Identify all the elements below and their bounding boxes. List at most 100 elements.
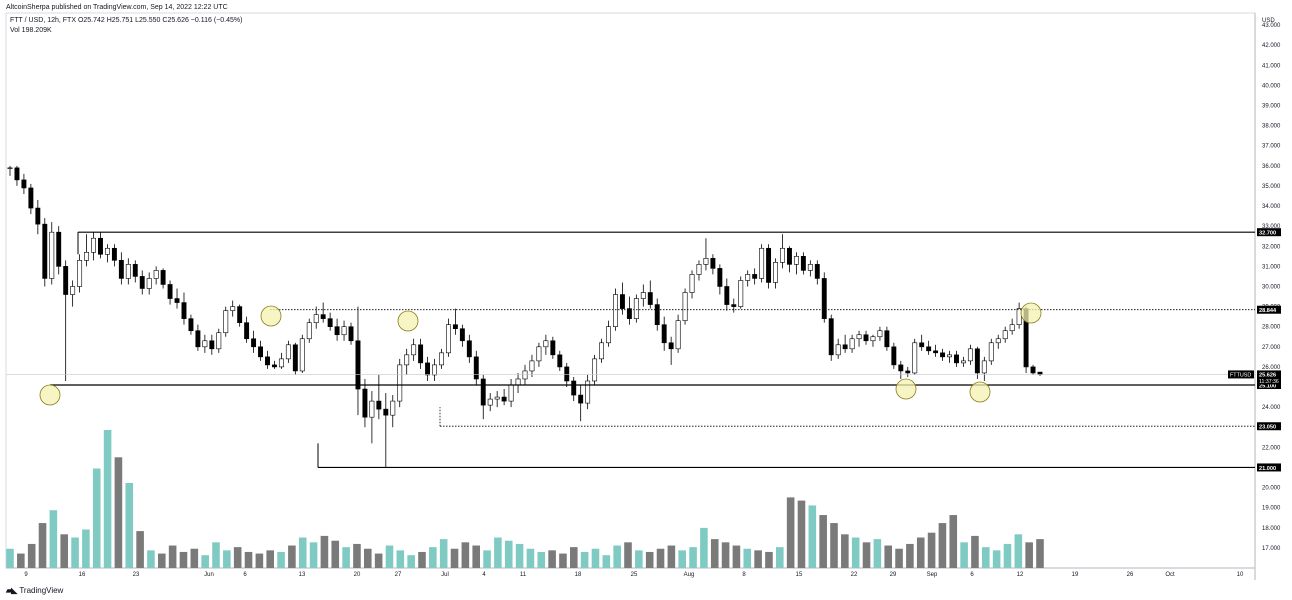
candle-down xyxy=(132,264,138,277)
candle-down xyxy=(821,278,827,319)
y-tick-label: 31.000 xyxy=(1262,264,1281,270)
candle-down xyxy=(28,187,34,209)
candle-down xyxy=(571,380,577,396)
candle-up xyxy=(104,247,110,255)
volume-bar xyxy=(385,545,394,568)
candle-up xyxy=(7,167,13,169)
volume-bar xyxy=(277,551,285,568)
candle-down xyxy=(933,350,939,354)
volume-bar xyxy=(927,532,936,568)
candle-down xyxy=(376,400,382,410)
candle-down xyxy=(237,306,243,323)
y-tick-label: 40.000 xyxy=(1262,83,1281,89)
candle-up xyxy=(1016,308,1022,325)
candle-up xyxy=(849,338,855,350)
volume-bar xyxy=(526,548,535,568)
candle-up xyxy=(967,348,973,362)
candle-down xyxy=(181,302,187,319)
candle-up xyxy=(49,231,55,279)
candle-down xyxy=(244,322,250,340)
volume-bar xyxy=(17,553,25,568)
volume-bar xyxy=(309,542,318,568)
candle-down xyxy=(251,338,257,348)
volume-bar xyxy=(667,545,676,568)
volume-bar xyxy=(27,543,36,568)
tradingview-brand: TradingView xyxy=(19,586,64,595)
volume-bar xyxy=(147,550,155,568)
candle-up xyxy=(536,346,542,362)
candle-up xyxy=(633,298,639,319)
candle-down xyxy=(940,352,946,358)
volume-bar xyxy=(743,548,752,568)
candle-down xyxy=(167,284,173,299)
y-tick-label: 24.000 xyxy=(1262,405,1281,411)
volume-bar xyxy=(710,539,719,568)
candle-down xyxy=(626,308,632,319)
highlight-circle xyxy=(1020,302,1042,324)
candle-down xyxy=(480,378,486,406)
tradingview-logo[interactable]: ▰◣ TradingView xyxy=(6,586,63,595)
volume-bar xyxy=(353,543,361,568)
volume-bar xyxy=(569,547,578,568)
x-tick-label: Aug xyxy=(684,572,695,578)
candle-down xyxy=(578,394,584,404)
candle-down xyxy=(926,346,932,352)
price-line-label: 28.844 xyxy=(1259,308,1277,314)
candle-down xyxy=(42,223,48,279)
candle-down xyxy=(174,298,180,303)
candle-down xyxy=(425,362,431,376)
candle-up xyxy=(1002,330,1008,340)
volume-bar xyxy=(494,537,502,568)
volume-bar xyxy=(103,430,112,568)
candle-down xyxy=(654,304,660,325)
volume-bar xyxy=(656,548,665,568)
candle-up xyxy=(369,400,375,418)
candle-down xyxy=(884,330,890,348)
volume-bar xyxy=(775,547,784,568)
price-line-label: 21.000 xyxy=(1259,466,1276,472)
candle-down xyxy=(98,237,103,255)
volume-bar xyxy=(439,539,448,568)
candle-up xyxy=(508,384,514,402)
symbol-ohlc-legend: FTT / USD, 12h, FTX O25.742 H25.751 L25.… xyxy=(10,17,243,24)
candle-down xyxy=(717,268,723,287)
volume-bar xyxy=(472,545,481,568)
x-tick-label: 16 xyxy=(79,572,86,578)
volume-bar xyxy=(233,547,242,568)
candle-down xyxy=(501,396,507,402)
candle-up xyxy=(341,326,347,336)
y-tick-label: 19.000 xyxy=(1262,506,1281,512)
candle-up xyxy=(780,247,785,263)
price-line-label: 25.100 xyxy=(1259,383,1276,389)
symbol-tag: FTTUSD xyxy=(1230,373,1251,379)
candle-down xyxy=(160,270,166,285)
y-tick-label: 42.000 xyxy=(1262,43,1281,49)
price-line-label: 23.050 xyxy=(1259,425,1276,431)
y-tick-label: 39.000 xyxy=(1262,104,1281,110)
volume-bar xyxy=(635,550,643,568)
volume-bar xyxy=(114,457,123,568)
volume-bar xyxy=(537,551,546,568)
x-tick-label: 20 xyxy=(354,572,361,578)
candle-down xyxy=(1030,366,1036,374)
candle-down xyxy=(550,340,556,356)
volume-bar xyxy=(548,550,556,568)
volume-bar xyxy=(136,531,144,568)
volume-bar xyxy=(992,550,1001,568)
candle-down xyxy=(974,348,980,374)
candle-down xyxy=(842,344,848,350)
volume-bar xyxy=(1014,534,1023,568)
candle-up xyxy=(216,332,222,350)
candle-up xyxy=(675,320,681,350)
candle-down xyxy=(891,346,897,366)
volume-bar xyxy=(1003,543,1012,568)
candle-down xyxy=(863,334,869,342)
candle-up xyxy=(592,358,598,382)
volume-bar xyxy=(580,551,589,568)
volume-bar xyxy=(179,551,188,568)
highlight-circle xyxy=(260,305,282,327)
y-tick-label: 18.000 xyxy=(1262,526,1281,532)
x-tick-label: 27 xyxy=(395,572,402,578)
candle-down xyxy=(56,231,62,267)
